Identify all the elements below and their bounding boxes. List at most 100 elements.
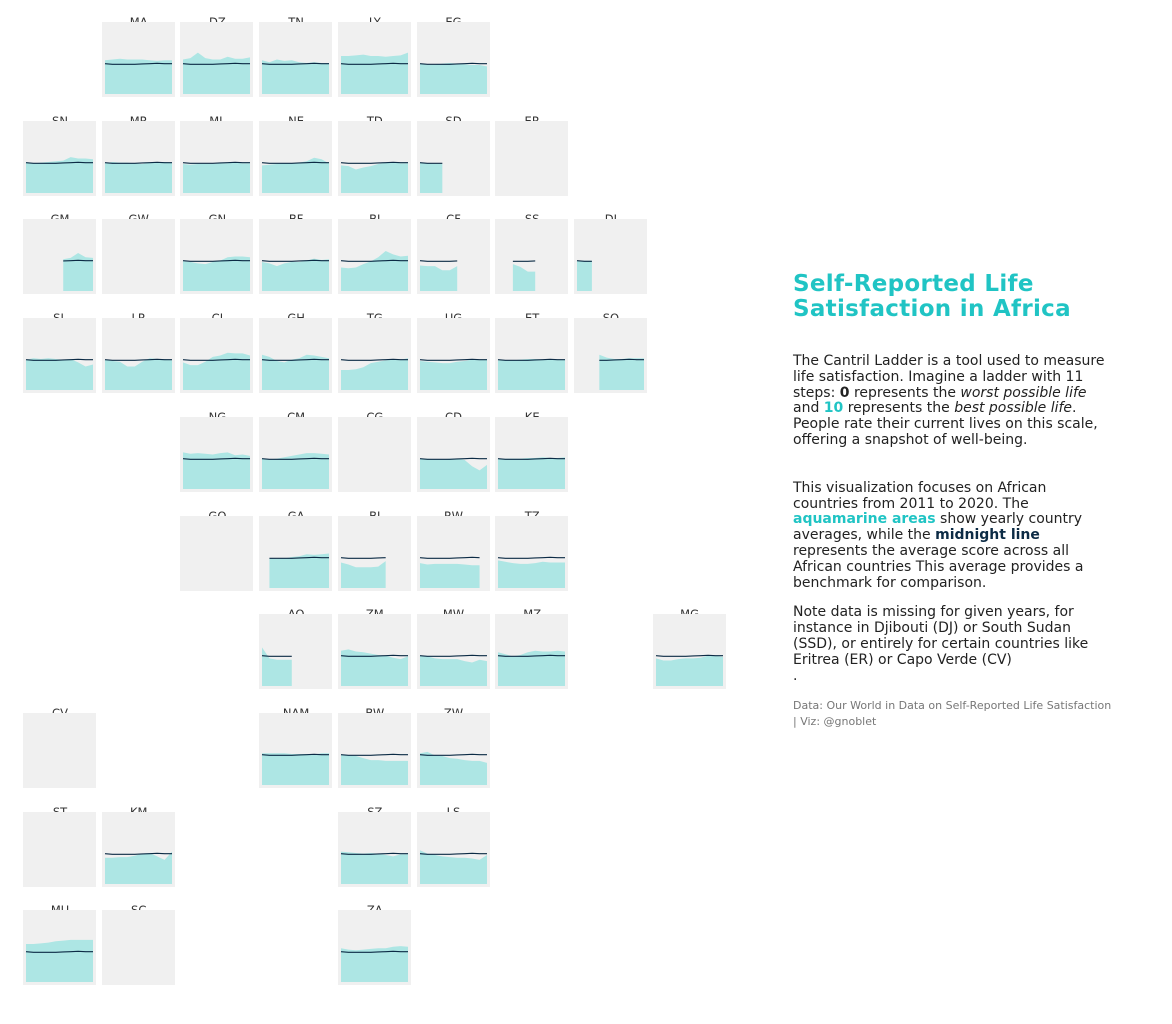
- country-tile-nam: NAM: [259, 691, 333, 788]
- panel-background: [101, 910, 175, 986]
- country-tile-gm: GM: [23, 197, 97, 295]
- average-line: [599, 358, 644, 361]
- country-panel-mr: [101, 120, 175, 196]
- country-tile-ci: CI: [180, 296, 254, 394]
- country-area: [419, 849, 487, 884]
- country-panel-ml: [180, 120, 254, 196]
- country-panel-gq: [180, 515, 254, 591]
- average-line: [183, 62, 251, 65]
- average-line: [419, 358, 487, 361]
- country-tile-bi: BI: [337, 494, 412, 591]
- focus-paragraph: This visualization focuses on African co…: [793, 480, 1113, 592]
- panel-background: [180, 515, 254, 591]
- country-area: [340, 251, 408, 292]
- intro-ten: 10: [823, 400, 844, 417]
- focus-text-3: represents the average score across all …: [793, 542, 1084, 591]
- average-line: [498, 457, 566, 460]
- average-line: [340, 62, 408, 65]
- country-area: [269, 553, 330, 588]
- average-line: [340, 852, 408, 855]
- country-tile-ma: MA: [101, 0, 176, 97]
- country-panel-ne: [259, 120, 333, 196]
- average-line: [25, 161, 93, 164]
- country-area: [599, 354, 644, 391]
- country-tile-sz: SZ: [337, 790, 412, 887]
- intro-text-4: represents the: [843, 400, 955, 417]
- country-panel-bi: [337, 515, 411, 591]
- country-tile-td: TD: [337, 99, 412, 196]
- average-line: [104, 358, 172, 361]
- average-line: [419, 852, 487, 855]
- country-area: [340, 649, 408, 687]
- country-panel-gh: [259, 318, 333, 394]
- average-line: [183, 457, 251, 460]
- title-line-1: Self-Reported Life: [793, 271, 1034, 297]
- average-line: [340, 753, 408, 756]
- country-tile-ao: AO: [259, 592, 333, 690]
- panel-background: [23, 712, 96, 788]
- country-panel-cf: [416, 219, 490, 295]
- country-area: [340, 52, 408, 94]
- average-line: [498, 556, 566, 559]
- average-line: [419, 161, 442, 164]
- country-panel-eg: [416, 22, 490, 97]
- country-tile-cf: CF: [416, 197, 491, 295]
- country-tile-gq: GQ: [180, 494, 254, 591]
- country-tile-ug: UG: [416, 296, 491, 394]
- average-line: [340, 654, 408, 658]
- country-panel-zm: [337, 614, 411, 690]
- country-panel-ly: [337, 22, 411, 97]
- country-panel-ao: [259, 614, 333, 690]
- country-panel-zw: [416, 712, 490, 788]
- average-line: [340, 556, 386, 559]
- country-area: [262, 157, 330, 193]
- average-line: [262, 260, 330, 263]
- country-panel-mg: [652, 614, 726, 690]
- country-panel-gn: [180, 219, 254, 295]
- average-line: [419, 556, 480, 559]
- country-tile-cv: CV: [23, 691, 97, 788]
- average-line: [262, 457, 330, 460]
- intro-text-2: represents the: [849, 384, 961, 401]
- country-tile-cg: CG: [337, 395, 412, 492]
- country-tile-sl: SL: [23, 296, 97, 394]
- average-line: [340, 358, 408, 361]
- country-area: [419, 62, 487, 94]
- country-area: [340, 560, 386, 588]
- average-line: [262, 62, 330, 65]
- country-tile-km: KM: [101, 790, 176, 887]
- legend-aquamarine-areas: aquamarine areas: [793, 511, 936, 528]
- country-area: [340, 946, 408, 983]
- country-area: [26, 156, 93, 193]
- country-area: [183, 352, 251, 391]
- country-tile-lr: LR: [101, 296, 176, 394]
- average-line: [498, 358, 566, 361]
- average-line: [498, 654, 566, 658]
- country-tile-sn: SN: [23, 99, 97, 196]
- country-area: [498, 359, 566, 391]
- country-panel-ug: [416, 318, 490, 394]
- country-area: [498, 650, 566, 687]
- country-panel-sc: [101, 910, 175, 986]
- average-line: [262, 358, 330, 361]
- panel-background: [495, 120, 569, 196]
- country-area: [26, 358, 93, 391]
- average-line: [419, 62, 487, 65]
- average-line: [655, 654, 723, 658]
- country-panel-sn: [23, 120, 96, 196]
- intro-zero: 0: [839, 384, 850, 401]
- average-line: [25, 951, 93, 954]
- country-area: [262, 59, 330, 94]
- country-area: [340, 161, 408, 193]
- country-panel-tg: [337, 318, 411, 394]
- country-panel-tn: [259, 22, 333, 97]
- country-tile-so: SO: [573, 296, 648, 394]
- country-panel-cm: [259, 416, 333, 492]
- country-tile-dj: DJ: [573, 197, 648, 295]
- country-tile-tz: TZ: [495, 494, 569, 591]
- country-area: [513, 264, 536, 292]
- country-panel-dz: [180, 22, 254, 97]
- country-tile-zw: ZW: [416, 691, 491, 788]
- country-panel-ss: [495, 219, 569, 295]
- country-area: [419, 751, 487, 785]
